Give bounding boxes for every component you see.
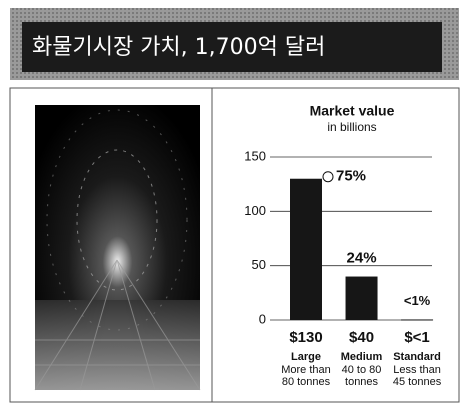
- header-title: 화물기시장 가치, 1,700억 달러: [32, 35, 325, 60]
- category-note: More than: [281, 364, 331, 376]
- chart-subtitle: in billions: [327, 120, 376, 134]
- x-tick-label: Standard: [393, 351, 441, 363]
- y-tick-label: 50: [252, 257, 266, 272]
- share-label: <1%: [404, 293, 431, 308]
- value-label: $40: [349, 329, 374, 346]
- share-label: 24%: [347, 250, 377, 267]
- bar: [290, 178, 322, 320]
- share-label: 75%: [336, 168, 366, 185]
- chart-title: Market value: [310, 103, 395, 119]
- category-note: 45 tonnes: [393, 376, 442, 388]
- photo: [34, 105, 201, 391]
- header-box: [22, 22, 442, 72]
- value-label: $130: [289, 329, 322, 346]
- bar: [345, 276, 378, 320]
- category-note: 40 to 80: [342, 364, 382, 376]
- y-tick-label: 150: [244, 148, 266, 163]
- share-marker: [322, 171, 334, 183]
- x-tick-label: Medium: [341, 351, 383, 363]
- frame: [9, 87, 460, 403]
- category-note: 80 tonnes: [282, 376, 331, 388]
- y-tick-label: 0: [259, 311, 266, 326]
- y-tick-label: 100: [244, 203, 266, 218]
- value-label: $<1: [404, 329, 429, 346]
- bar: [401, 319, 434, 321]
- category-note: Less than: [393, 364, 441, 376]
- category-note: tonnes: [345, 376, 379, 388]
- x-tick-label: Large: [291, 351, 321, 363]
